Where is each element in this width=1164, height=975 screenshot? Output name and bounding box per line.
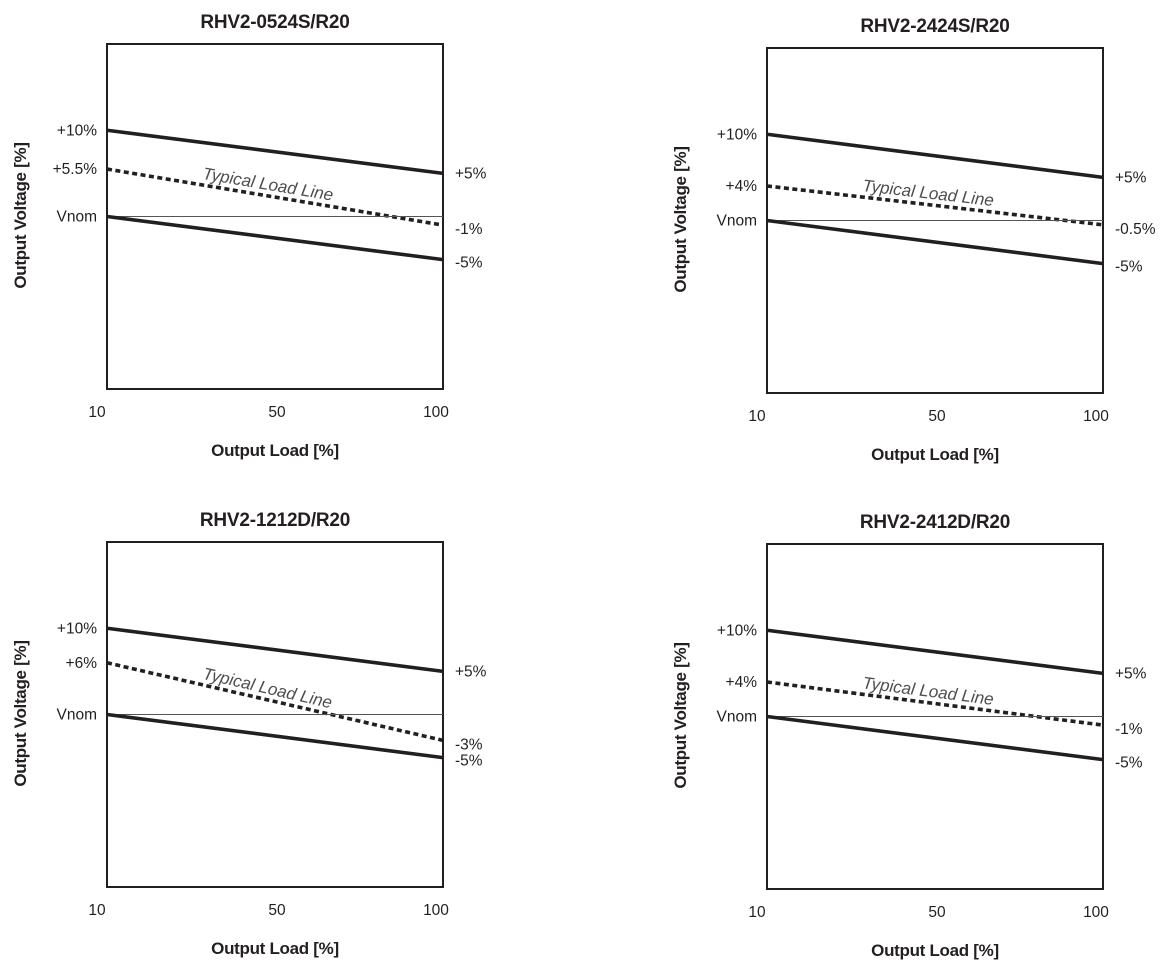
x-tick-label: 10 — [748, 408, 766, 425]
right-value-label: -1% — [455, 221, 483, 238]
x-tick-label: 50 — [928, 408, 946, 425]
chart-svg: RHV2-1212D/R20 Typical Load Line +10% +6% Vn… — [11, 510, 487, 958]
typical-load-line-1 — [766, 680, 1104, 727]
limit-line-0 — [106, 128, 444, 176]
x-tick-label: 50 — [268, 902, 286, 919]
left-value-label: Vnom — [717, 213, 758, 230]
right-value-label: -5% — [455, 255, 483, 272]
right-value-label: +5% — [455, 165, 487, 182]
limit-line-3 — [106, 214, 444, 262]
y-axis-title: Output Voltage [%] — [11, 640, 30, 786]
x-tick-label: 50 — [268, 404, 286, 421]
chart-title: RHV2-0524S/R20 — [200, 12, 349, 33]
y-axis-title: Output Voltage [%] — [671, 642, 690, 788]
limit-line-0 — [766, 132, 1104, 180]
right-value-label: +5% — [1115, 169, 1147, 186]
right-value-label: -5% — [1115, 755, 1143, 772]
chart-title: RHV2-2412D/R20 — [860, 512, 1010, 533]
left-value-label: +10% — [57, 620, 97, 637]
left-value-label: +6% — [66, 655, 98, 672]
x-tick-label: 10 — [748, 904, 766, 921]
left-value-label: +10% — [717, 622, 757, 639]
x-tick-label: 50 — [928, 904, 946, 921]
x-axis-title: Output Load [%] — [211, 939, 339, 958]
right-value-label: -5% — [1115, 259, 1143, 276]
typical-load-line-label: Typical Load Line — [201, 664, 334, 712]
left-value-label: Vnom — [57, 707, 98, 724]
x-tick-label: 10 — [88, 902, 106, 919]
typical-load-line-1 — [106, 167, 444, 227]
left-value-label: +10% — [57, 122, 97, 139]
left-value-label: +5.5% — [53, 161, 98, 178]
x-tick-label: 100 — [1083, 408, 1109, 425]
chart-title: RHV2-2424S/R20 — [860, 16, 1009, 37]
right-value-label: +5% — [1115, 665, 1147, 682]
typical-load-line-label: Typical Load Line — [201, 164, 334, 204]
right-value-label: -1% — [1115, 721, 1143, 738]
typical-load-line-1 — [766, 184, 1104, 227]
limit-line-3 — [106, 712, 444, 760]
x-tick-label: 100 — [423, 902, 449, 919]
left-value-label: +10% — [717, 126, 757, 143]
left-value-label: +4% — [726, 178, 758, 195]
left-value-label: Vnom — [717, 709, 758, 726]
limit-line-3 — [766, 218, 1104, 266]
typical-load-line-1 — [106, 660, 444, 743]
y-axis-title: Output Voltage [%] — [11, 142, 30, 288]
x-axis-title: Output Load [%] — [211, 441, 339, 460]
left-value-label: +4% — [726, 674, 758, 691]
limit-line-0 — [766, 628, 1104, 676]
limit-line-0 — [106, 626, 444, 674]
right-value-label: +5% — [455, 663, 487, 680]
right-value-label: -5% — [455, 753, 483, 770]
limit-line-3 — [766, 714, 1104, 762]
y-axis-title: Output Voltage [%] — [671, 146, 690, 292]
chart-rhv2-2424s: RHV2-2424S/R20 Typical Load Line +10% +4% Vn… — [660, 4, 1164, 474]
chart-svg: RHV2-0524S/R20 Typical Load Line +10% +5.5%… — [11, 12, 487, 460]
x-tick-label: 100 — [1083, 904, 1109, 921]
right-value-label: -3% — [455, 736, 483, 753]
x-axis-title: Output Load [%] — [871, 445, 999, 464]
chart-rhv2-0524s: RHV2-0524S/R20 Typical Load Line +10% +5.5%… — [0, 0, 560, 470]
chart-rhv2-2412d: RHV2-2412D/R20 Typical Load Line +10% +4% Vn… — [660, 500, 1164, 970]
x-tick-label: 100 — [423, 404, 449, 421]
chart-title: RHV2-1212D/R20 — [200, 510, 350, 531]
right-value-label: -0.5% — [1115, 221, 1156, 238]
chart-rhv2-1212d: RHV2-1212D/R20 Typical Load Line +10% +6% Vn… — [0, 498, 560, 968]
x-tick-label: 10 — [88, 404, 106, 421]
x-axis-title: Output Load [%] — [871, 941, 999, 960]
left-value-label: Vnom — [57, 209, 98, 226]
